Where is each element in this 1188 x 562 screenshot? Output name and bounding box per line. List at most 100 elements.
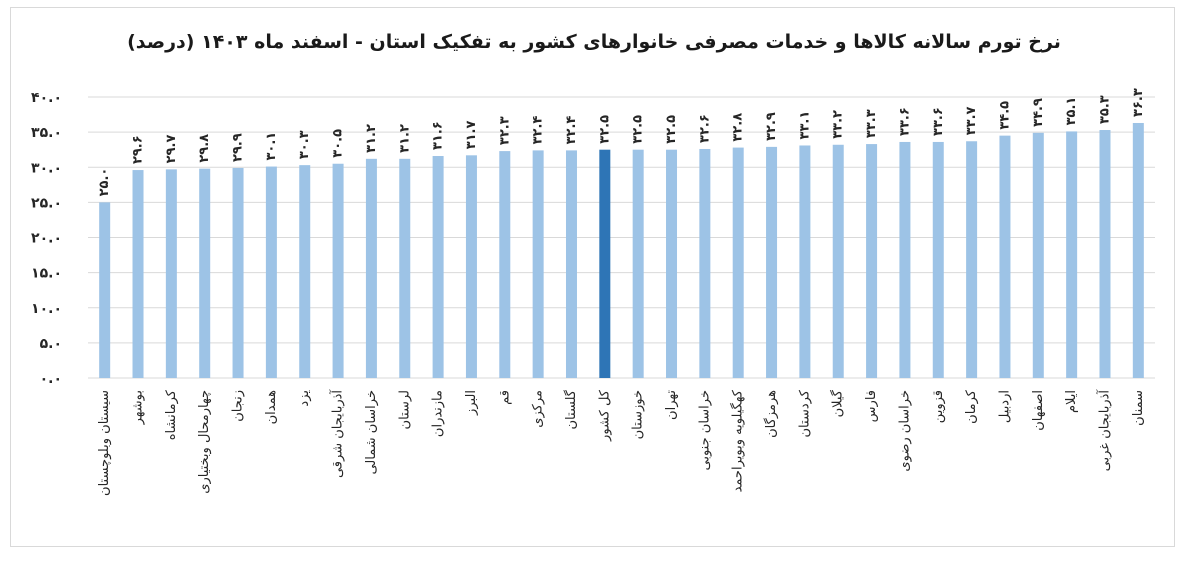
category-label: البرز <box>464 390 479 416</box>
bar <box>632 149 644 378</box>
data-label: ۳۳.۶ <box>931 107 946 136</box>
data-label: ۳۳.۷ <box>964 106 979 135</box>
bar <box>265 166 277 378</box>
data-label: ۲۹.۷ <box>164 135 179 164</box>
bar <box>365 158 377 378</box>
bar <box>699 148 711 378</box>
bar <box>565 150 577 378</box>
bar <box>866 144 878 378</box>
data-label: ۲۹.۶ <box>131 135 146 164</box>
bar <box>165 169 177 378</box>
bar <box>766 146 778 378</box>
data-label: ۳۲.۹ <box>764 112 779 141</box>
category-label: کل کشور <box>597 389 612 442</box>
y-tick-label: ۳۰.۰ <box>31 160 62 176</box>
data-label: ۳۴.۹ <box>1031 98 1046 127</box>
data-label: ۲۹.۸ <box>197 134 212 163</box>
data-label: ۳۳.۲ <box>831 110 846 139</box>
y-tick-label: ۲۵.۰ <box>31 195 62 211</box>
category-label: کهگیلویه وبویراحمد <box>730 389 746 492</box>
category-label: مرکزی <box>531 390 546 428</box>
bar <box>1132 122 1144 379</box>
data-label: ۳۱.۷ <box>464 120 479 149</box>
category-label: همدان <box>264 390 279 424</box>
bar <box>332 163 344 378</box>
bar <box>932 141 944 378</box>
category-label: خراسان جنوبی <box>697 390 712 470</box>
data-label: ۲۹.۹ <box>231 133 246 162</box>
data-label: ۳۰.۳ <box>297 130 312 159</box>
category-label: گلستان <box>563 389 579 429</box>
category-label: آذربایجان شرقی <box>329 389 346 478</box>
category-label: بوشهر <box>131 390 146 425</box>
category-label: کرمانشاه <box>164 389 179 440</box>
category-label: لرستان <box>397 390 412 429</box>
bar <box>499 151 511 378</box>
bar <box>899 141 911 378</box>
category-label: خراسان شمالی <box>364 390 379 475</box>
category-label: خراسان رضوی <box>897 390 912 472</box>
y-tick-label: ۱۰.۰ <box>31 301 62 317</box>
bar <box>532 150 544 378</box>
category-label: یزد <box>297 390 312 407</box>
bar <box>1032 132 1044 378</box>
bar <box>999 135 1011 378</box>
data-label: ۳۳.۱ <box>797 111 812 140</box>
bar <box>832 144 844 378</box>
category-label: ایلام <box>1064 390 1079 413</box>
category-label: هرمزگان <box>763 390 779 438</box>
bar <box>1099 130 1111 378</box>
bar <box>299 165 311 378</box>
data-label: ۳۲.۵ <box>664 115 679 144</box>
chart-title: نرخ تورم سالانه کالاها و خدمات مصرفی خان… <box>127 31 1061 53</box>
category-label: قم <box>497 390 512 405</box>
category-label: زنجان <box>231 390 246 422</box>
bar <box>732 147 744 378</box>
data-label: ۳۱.۲ <box>397 124 412 153</box>
category-label: کرمان <box>964 389 979 424</box>
data-label: ۳۲.۶ <box>697 114 712 143</box>
data-label: ۳۴.۵ <box>997 101 1012 130</box>
category-label: سمنان <box>1131 390 1146 426</box>
category-label: کردستان <box>797 389 812 437</box>
category-label: اصفهان <box>1031 390 1046 431</box>
bar <box>799 145 811 378</box>
category-label: مازندران <box>431 390 446 437</box>
y-tick-label: ۱۵.۰ <box>31 266 62 282</box>
data-label: ۳۲.۳ <box>497 116 512 145</box>
y-tick-label: ۳۵.۰ <box>31 125 62 141</box>
y-tick-label: ۵.۰ <box>40 336 62 352</box>
category-label: گیلان <box>830 389 846 417</box>
category-label: آذربایجان غربی <box>1095 389 1112 472</box>
bar <box>432 156 444 378</box>
category-label: قزوین <box>931 390 946 423</box>
data-label: ۳۱.۲ <box>364 124 379 153</box>
data-label: ۳۲.۴ <box>531 116 546 145</box>
data-label: ۳۳.۳ <box>864 109 879 138</box>
data-label: ۳۲.۵ <box>631 115 646 144</box>
data-label: ۳۲.۴ <box>564 116 579 145</box>
data-label: ۳۵.۳ <box>1097 95 1112 124</box>
data-label: ۳۲.۸ <box>731 113 746 142</box>
category-label: اردبیل <box>997 390 1012 423</box>
data-label: ۳۳.۶ <box>897 107 912 136</box>
data-label: ۳۵.۱ <box>1064 97 1079 126</box>
category-label: چهارمحال وبختیاری <box>197 390 212 494</box>
data-label: ۲۵.۰ <box>97 168 112 197</box>
bar <box>232 167 244 378</box>
data-label: ۳۶.۳ <box>1131 88 1146 117</box>
bar <box>966 141 978 378</box>
y-tick-label: ۰.۰ <box>40 371 62 387</box>
data-label: ۳۲.۵ <box>597 115 612 144</box>
y-tick-label: ۲۰.۰ <box>31 231 62 247</box>
bar <box>199 168 211 378</box>
category-label: تهران <box>664 390 679 420</box>
data-label: ۳۱.۶ <box>431 121 446 150</box>
category-label: سیستان وبلوچستان <box>97 390 112 496</box>
bar <box>99 202 111 378</box>
bar-highlight <box>599 149 611 378</box>
y-tick-label: ۴۰.۰ <box>31 90 62 106</box>
category-label: فارس <box>864 390 879 422</box>
bar <box>1066 131 1078 378</box>
